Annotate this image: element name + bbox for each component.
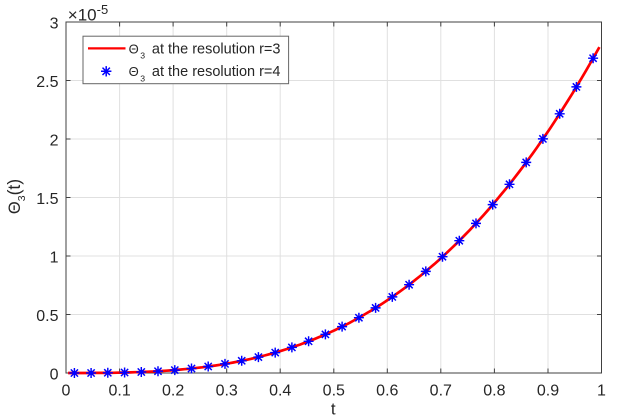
svg-text:1: 1 xyxy=(597,383,606,400)
svg-text:t: t xyxy=(331,399,336,418)
svg-text:0.6: 0.6 xyxy=(376,383,398,400)
svg-text:0.7: 0.7 xyxy=(430,383,452,400)
svg-text:0.5: 0.5 xyxy=(36,308,58,325)
svg-text:2: 2 xyxy=(50,133,59,150)
svg-text:2.5: 2.5 xyxy=(36,74,58,91)
svg-text:1: 1 xyxy=(50,250,59,267)
svg-text:0.8: 0.8 xyxy=(483,383,505,400)
svg-text:0: 0 xyxy=(50,367,59,384)
svg-text:3: 3 xyxy=(50,16,59,33)
svg-text:0.3: 0.3 xyxy=(216,383,238,400)
svg-text:0.9: 0.9 xyxy=(537,383,559,400)
svg-text:Θ3(t): Θ3(t) xyxy=(4,179,28,214)
svg-text:0.4: 0.4 xyxy=(269,383,291,400)
svg-text:1.5: 1.5 xyxy=(36,191,58,208)
svg-text:0.2: 0.2 xyxy=(162,383,184,400)
svg-text:0.1: 0.1 xyxy=(108,383,130,400)
svg-text:0.5: 0.5 xyxy=(323,383,345,400)
svg-text:0: 0 xyxy=(62,383,71,400)
